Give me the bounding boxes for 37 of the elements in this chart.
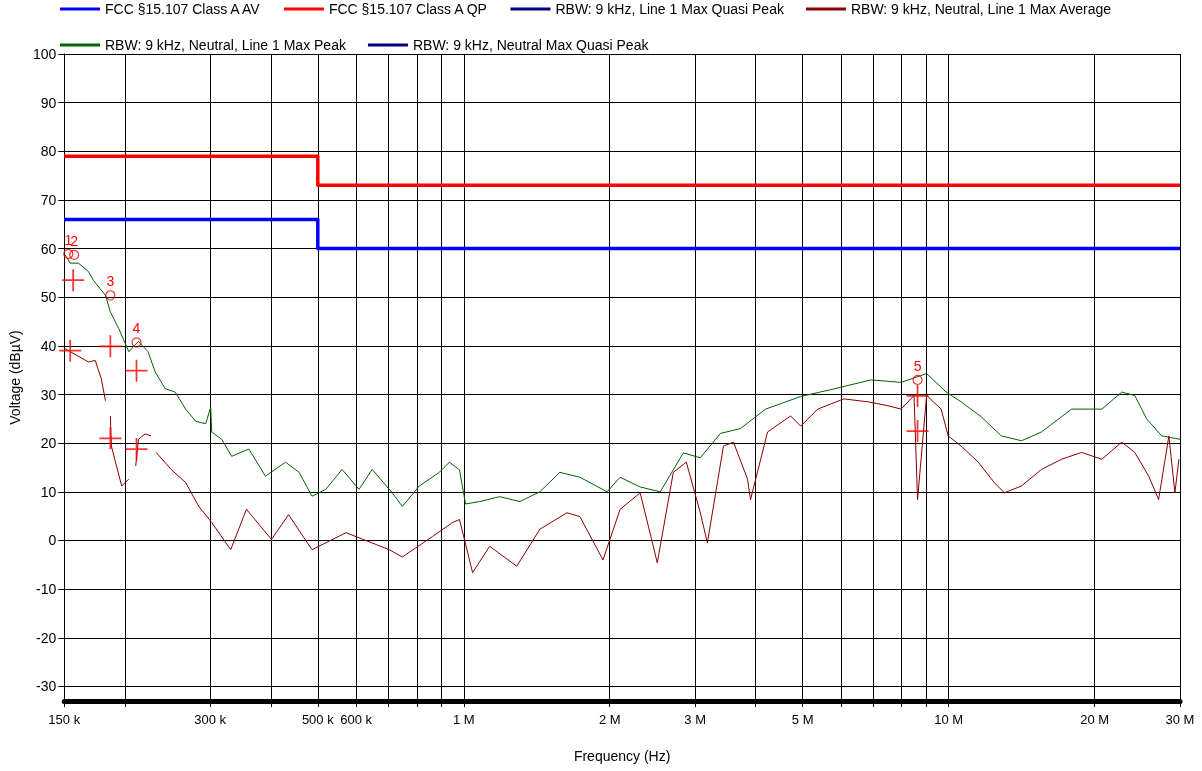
y-tick-label: 0 bbox=[48, 532, 57, 549]
x-tick-label: 300 k bbox=[194, 712, 227, 727]
y-axis-title: Voltage (dBµV) bbox=[7, 330, 23, 425]
x-tick-label: 150 k bbox=[48, 712, 81, 727]
legend-label: FCC §15.107 Class A AV bbox=[105, 1, 261, 17]
x-tick-label: 1 M bbox=[452, 712, 475, 727]
legend-label: FCC §15.107 Class A QP bbox=[328, 1, 487, 17]
annotation: 4 bbox=[132, 320, 141, 337]
legend-label: RBW: 9 kHz, Line 1 Max Quasi Peak bbox=[555, 1, 785, 17]
y-tick-label: 70 bbox=[40, 191, 57, 208]
y-tick-label: 10 bbox=[40, 483, 57, 500]
x-tick-label: 30 M bbox=[1165, 712, 1195, 727]
x-tick-label: 5 M bbox=[791, 712, 814, 727]
y-tick-label: 30 bbox=[40, 386, 57, 403]
legend-label: RBW: 9 kHz, Neutral, Line 1 Max Peak bbox=[105, 37, 347, 53]
y-tick-label: 50 bbox=[40, 289, 57, 306]
y-tick-label: 40 bbox=[40, 337, 57, 354]
x-tick-label: 20 M bbox=[1080, 712, 1110, 727]
legend-label: RBW: 9 kHz, Neutral, Line 1 Max Average bbox=[850, 1, 1112, 17]
y-tick-label: -20 bbox=[36, 629, 57, 646]
y-tick-label: 20 bbox=[40, 435, 57, 452]
x-tick-label: 10 M bbox=[934, 712, 964, 727]
annotation: 5 bbox=[913, 357, 922, 374]
y-tick-label: -10 bbox=[36, 581, 57, 598]
y-tick-label: -30 bbox=[36, 678, 57, 695]
x-tick-label: 500 k bbox=[301, 712, 335, 727]
annotation: 2 bbox=[70, 232, 79, 249]
y-tick-label: 80 bbox=[40, 143, 57, 160]
y-tick-label: 90 bbox=[40, 94, 57, 111]
x-tick-label: 600 k bbox=[340, 712, 373, 727]
legend-label: RBW: 9 kHz, Neutral Max Quasi Peak bbox=[412, 37, 650, 53]
x-tick-label: 2 M bbox=[598, 712, 621, 727]
x-axis-title: Frequency (Hz) bbox=[573, 748, 671, 764]
annotation: 3 bbox=[106, 273, 115, 290]
x-tick-label: 3 M bbox=[684, 712, 706, 727]
y-tick-label: 60 bbox=[40, 240, 57, 257]
y-tick-label: 100 bbox=[32, 46, 57, 62]
